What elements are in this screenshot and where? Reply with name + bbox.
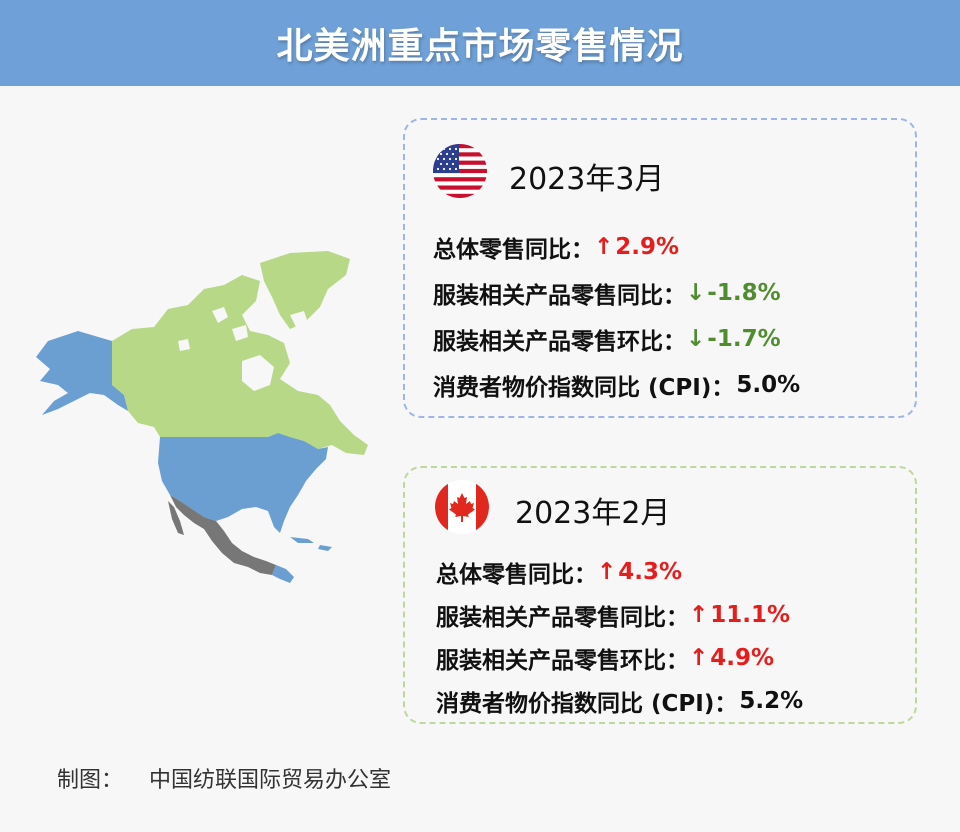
footer-credit: 制图： 中国纺联国际贸易办公室	[57, 762, 391, 794]
row-label: 服装相关产品零售环比：	[436, 647, 689, 674]
central-america-shape	[272, 565, 294, 583]
footer-source: 中国纺联国际贸易办公室	[149, 768, 392, 793]
canada-shape	[112, 275, 368, 455]
canada-row-cpi: 消费者物价指数同比 (CPI)： 5.2%	[436, 679, 803, 722]
row-value: 4.3%	[618, 558, 683, 585]
row-value: 4.9%	[710, 644, 775, 671]
row-label: 消费者物价指数同比 (CPI)：	[433, 375, 735, 401]
usa-flag-icon	[433, 144, 487, 198]
usa-row-apparel-mom: 服装相关产品零售环比： ↓ -1.7%	[433, 316, 800, 362]
canada-row-apparel-mom: 服装相关产品零售环比： ↑ 4.9%	[436, 636, 803, 679]
down-arrow-icon: ↓	[686, 280, 706, 306]
greenland-shape	[260, 251, 350, 329]
usa-period: 2023年3月	[509, 162, 665, 197]
row-value: -1.7%	[707, 326, 781, 352]
footer-label: 制图：	[57, 768, 124, 793]
up-arrow-icon: ↑	[689, 601, 709, 628]
page-title: 北美洲重点市场零售情况	[276, 26, 684, 67]
canada-flag-icon	[435, 480, 489, 534]
row-value: 5.0%	[736, 372, 801, 398]
canada-row-apparel-yoy: 服装相关产品零售同比： ↑ 11.1%	[436, 593, 803, 636]
row-label: 消费者物价指数同比 (CPI)：	[436, 690, 738, 717]
row-value: 11.1%	[710, 601, 791, 628]
down-arrow-icon: ↓	[686, 326, 706, 352]
usa-shape	[158, 433, 328, 533]
usa-card: 2023年3月 总体零售同比： ↑ 2.9% 服装相关产品零售同比： ↓ -1.…	[403, 118, 917, 418]
canada-rows: 总体零售同比： ↑ 4.3% 服装相关产品零售同比： ↑ 11.1% 服装相关产…	[436, 550, 803, 722]
row-label: 总体零售同比：	[436, 561, 597, 588]
usa-row-retail-yoy: 总体零售同比： ↑ 2.9%	[433, 224, 800, 270]
usa-row-apparel-yoy: 服装相关产品零售同比： ↓ -1.8%	[433, 270, 800, 316]
alaska-shape	[36, 331, 128, 415]
usa-rows: 总体零售同比： ↑ 2.9% 服装相关产品零售同比： ↓ -1.8% 服装相关产…	[433, 224, 800, 408]
canada-period: 2023年2月	[515, 496, 671, 531]
north-america-map	[36, 251, 368, 583]
up-arrow-icon: ↑	[689, 644, 709, 671]
row-label: 服装相关产品零售同比：	[433, 283, 686, 309]
header-bar: 北美洲重点市场零售情况	[0, 0, 960, 86]
row-value: -1.8%	[707, 280, 781, 306]
up-arrow-icon: ↑	[594, 234, 614, 260]
row-value: 2.9%	[615, 234, 680, 260]
canada-card: 2023年2月 总体零售同比： ↑ 4.3% 服装相关产品零售同比： ↑ 11.…	[403, 466, 917, 724]
row-label: 总体零售同比：	[433, 237, 594, 263]
row-label: 服装相关产品零售同比：	[436, 604, 689, 631]
mexico-shape	[170, 495, 276, 575]
usa-row-cpi: 消费者物价指数同比 (CPI)： 5.0%	[433, 362, 800, 408]
row-label: 服装相关产品零售环比：	[433, 329, 686, 355]
up-arrow-icon: ↑	[597, 558, 617, 585]
canada-row-retail-yoy: 总体零售同比： ↑ 4.3%	[436, 550, 803, 593]
row-value: 5.2%	[739, 687, 804, 714]
